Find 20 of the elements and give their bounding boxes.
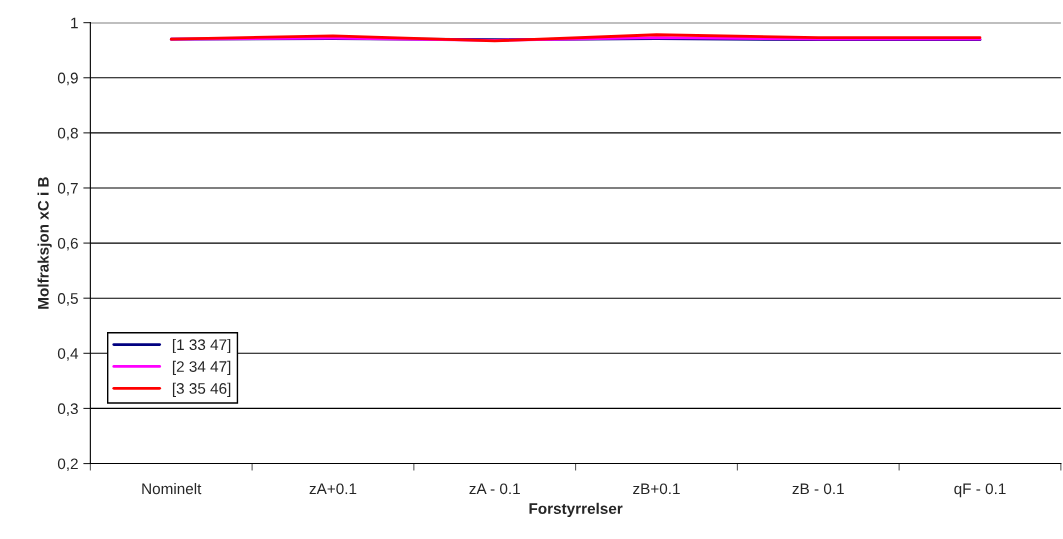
x-tick-label: zA - 0.1 — [469, 483, 520, 495]
y-tick-label: 0,5 — [57, 293, 78, 306]
y-tick-label: 0,7 — [57, 182, 78, 196]
legend-label: [3 35 46] — [172, 382, 231, 397]
x-tick-label: zB - 0.1 — [792, 483, 844, 495]
x-tick-label: qF - 0.1 — [954, 483, 1006, 498]
x-tick-label: zB+0.1 — [633, 483, 680, 495]
legend-label: [1 33 47] — [172, 338, 231, 354]
y-tick-label: 0,3 — [57, 403, 78, 416]
y-tick-label: 0,2 — [57, 458, 78, 472]
y-tick-label: 1 — [71, 17, 78, 29]
y-tick-label: 0,8 — [57, 127, 78, 141]
y-axis-title: Molfraksjon xC i B — [37, 177, 52, 309]
y-tick-label: 0,4 — [57, 348, 79, 361]
x-tick-label: zA+0.1 — [309, 483, 357, 495]
y-tick-label: 0,9 — [57, 72, 78, 86]
legend-label: [2 34 47] — [172, 360, 231, 375]
x-axis-title: Forstyrrelser — [529, 502, 623, 518]
x-tick-label: Nominelt — [142, 482, 202, 495]
y-tick-label: 0,6 — [57, 237, 78, 251]
